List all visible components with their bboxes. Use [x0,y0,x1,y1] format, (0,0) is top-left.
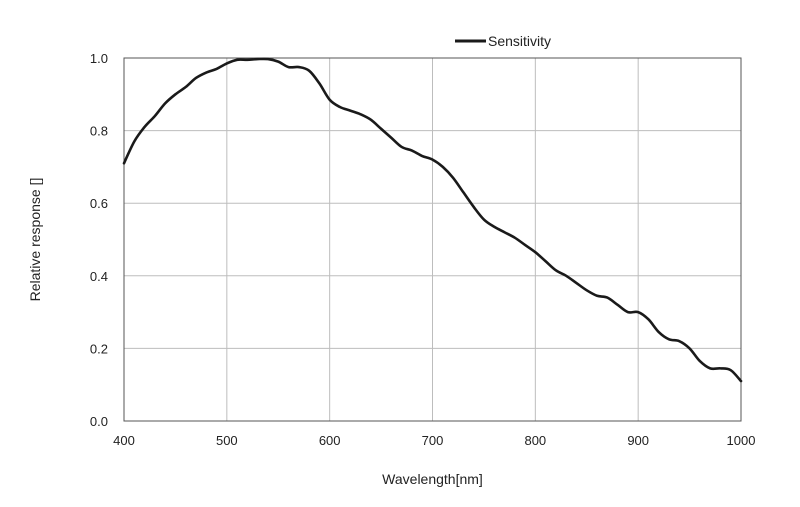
y-tick-label: 1.0 [90,51,108,66]
y-axis-title: Relative response [] [27,178,43,302]
y-axis-ticks: 0.0 0.2 0.4 0.6 0.8 1.0 [90,51,108,429]
x-axis-ticks: 400 500 600 700 800 900 1000 [113,433,755,448]
x-tick-label: 1000 [727,433,756,448]
y-tick-label: 0.8 [90,124,108,139]
legend: Sensitivity [455,33,551,49]
legend-label-sensitivity: Sensitivity [488,33,551,49]
y-tick-label: 0.0 [90,414,108,429]
x-axis-title: Wavelength[nm] [382,471,483,487]
x-tick-label: 800 [524,433,546,448]
x-tick-label: 600 [319,433,341,448]
x-tick-label: 700 [422,433,444,448]
y-tick-label: 0.2 [90,341,108,356]
series-group [122,57,743,383]
x-tick-label: 400 [113,433,135,448]
y-tick-label: 0.6 [90,196,108,211]
grid [123,57,742,422]
series-line-sensitivity [122,57,743,383]
x-tick-label: 500 [216,433,238,448]
plot-frame [123,57,742,422]
y-tick-label: 0.4 [90,269,108,284]
x-tick-label: 900 [627,433,649,448]
